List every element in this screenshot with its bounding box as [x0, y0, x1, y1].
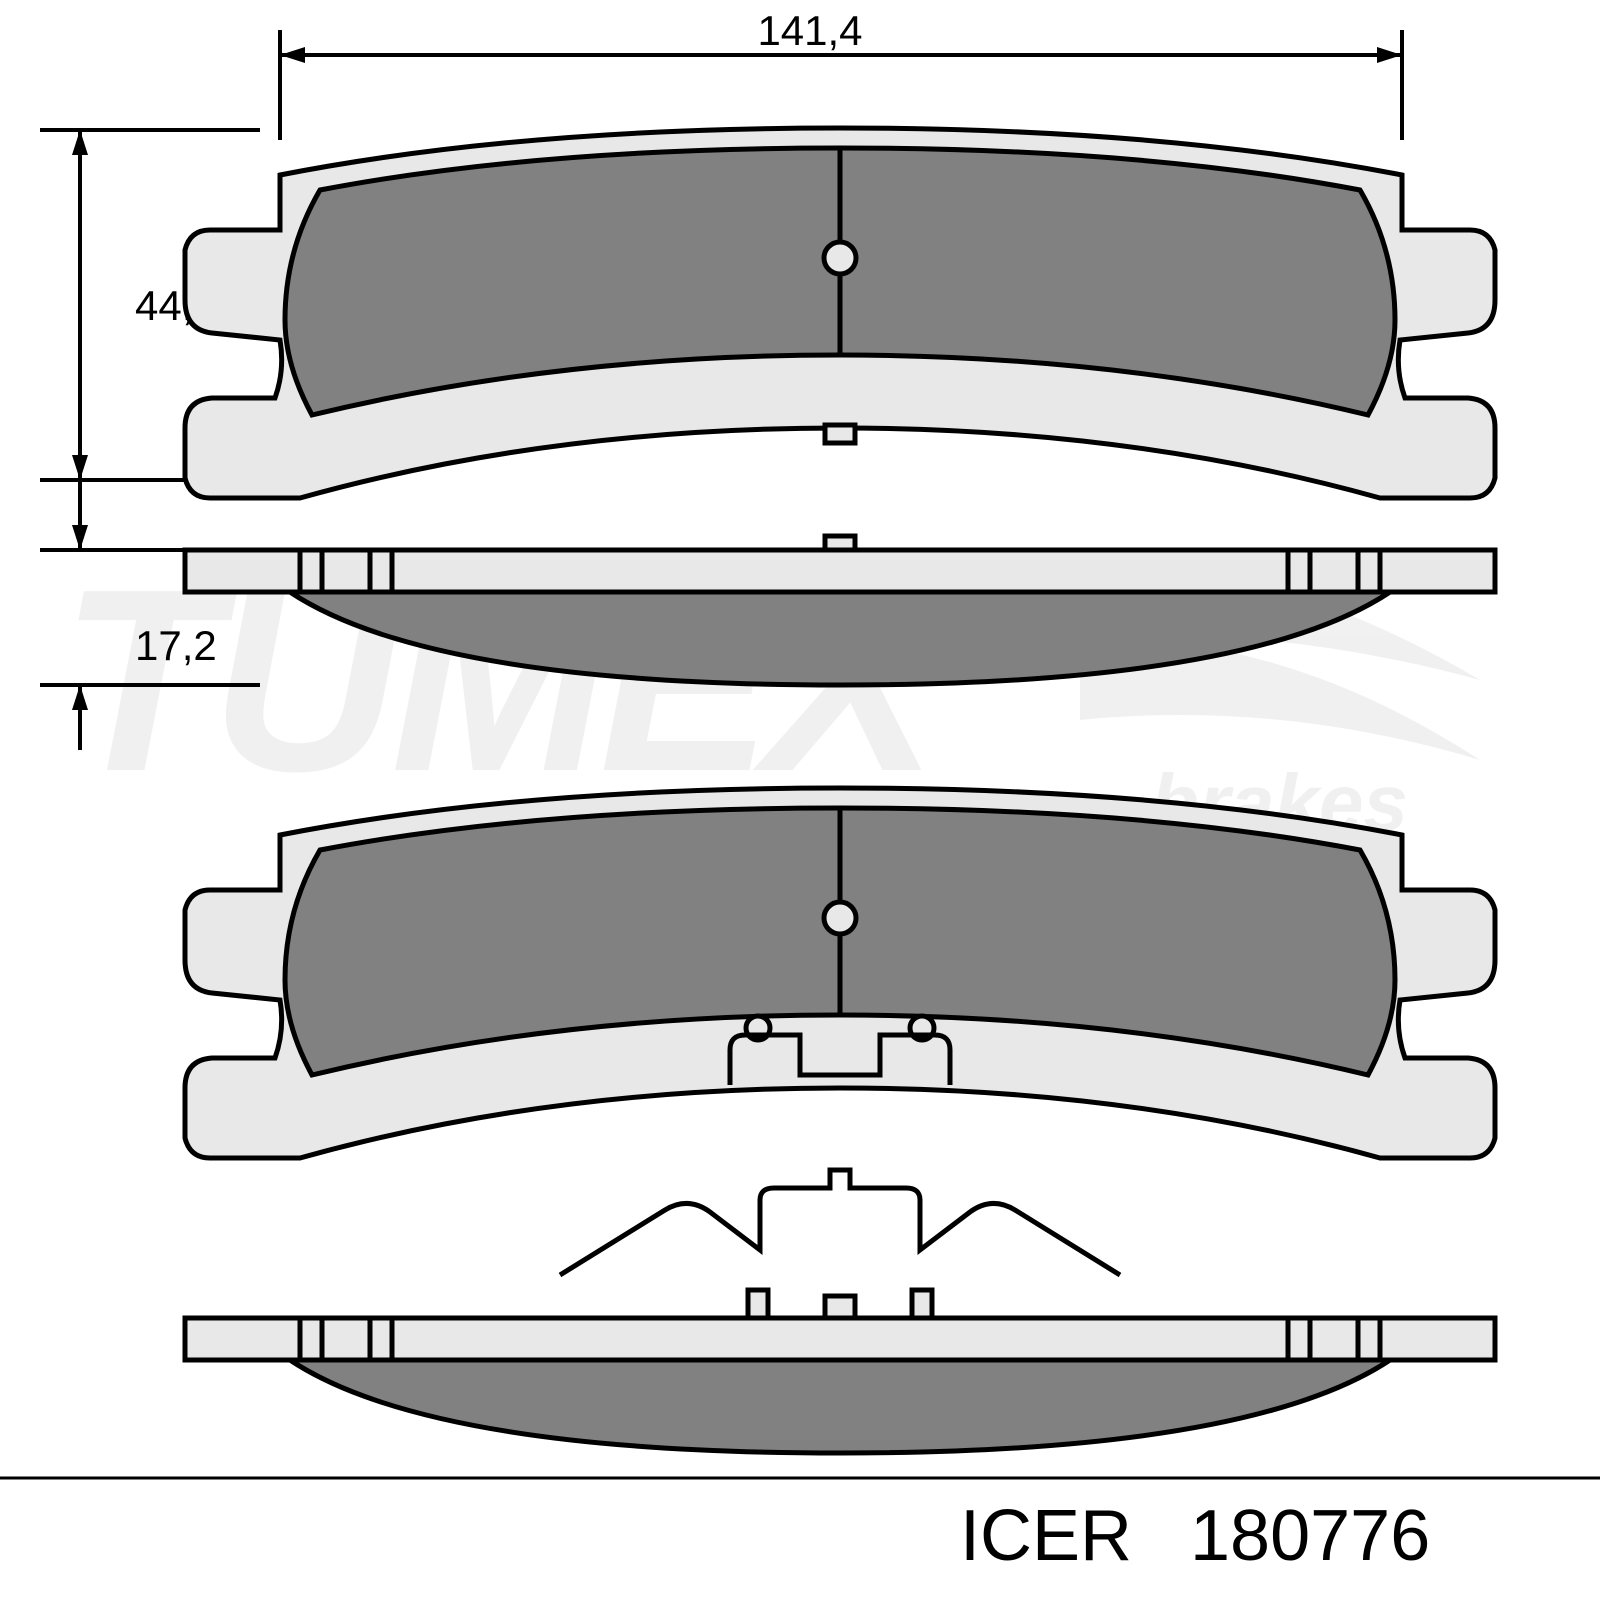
footer-part-number: 180776: [1190, 1496, 1430, 1576]
footer-brand: ICER: [960, 1496, 1132, 1576]
brake-pad-bottom: [185, 788, 1495, 1158]
brake-pad-diagram: TUMEX brakes 141,4 44,6 17,2: [0, 0, 1600, 1600]
brake-pad-top: [185, 128, 1495, 498]
dim-thickness-label: 17,2: [135, 622, 217, 669]
brake-pad-side-bottom: [185, 1290, 1495, 1453]
wire-clip: [560, 1170, 1120, 1275]
dim-width-label: 141,4: [757, 7, 862, 54]
